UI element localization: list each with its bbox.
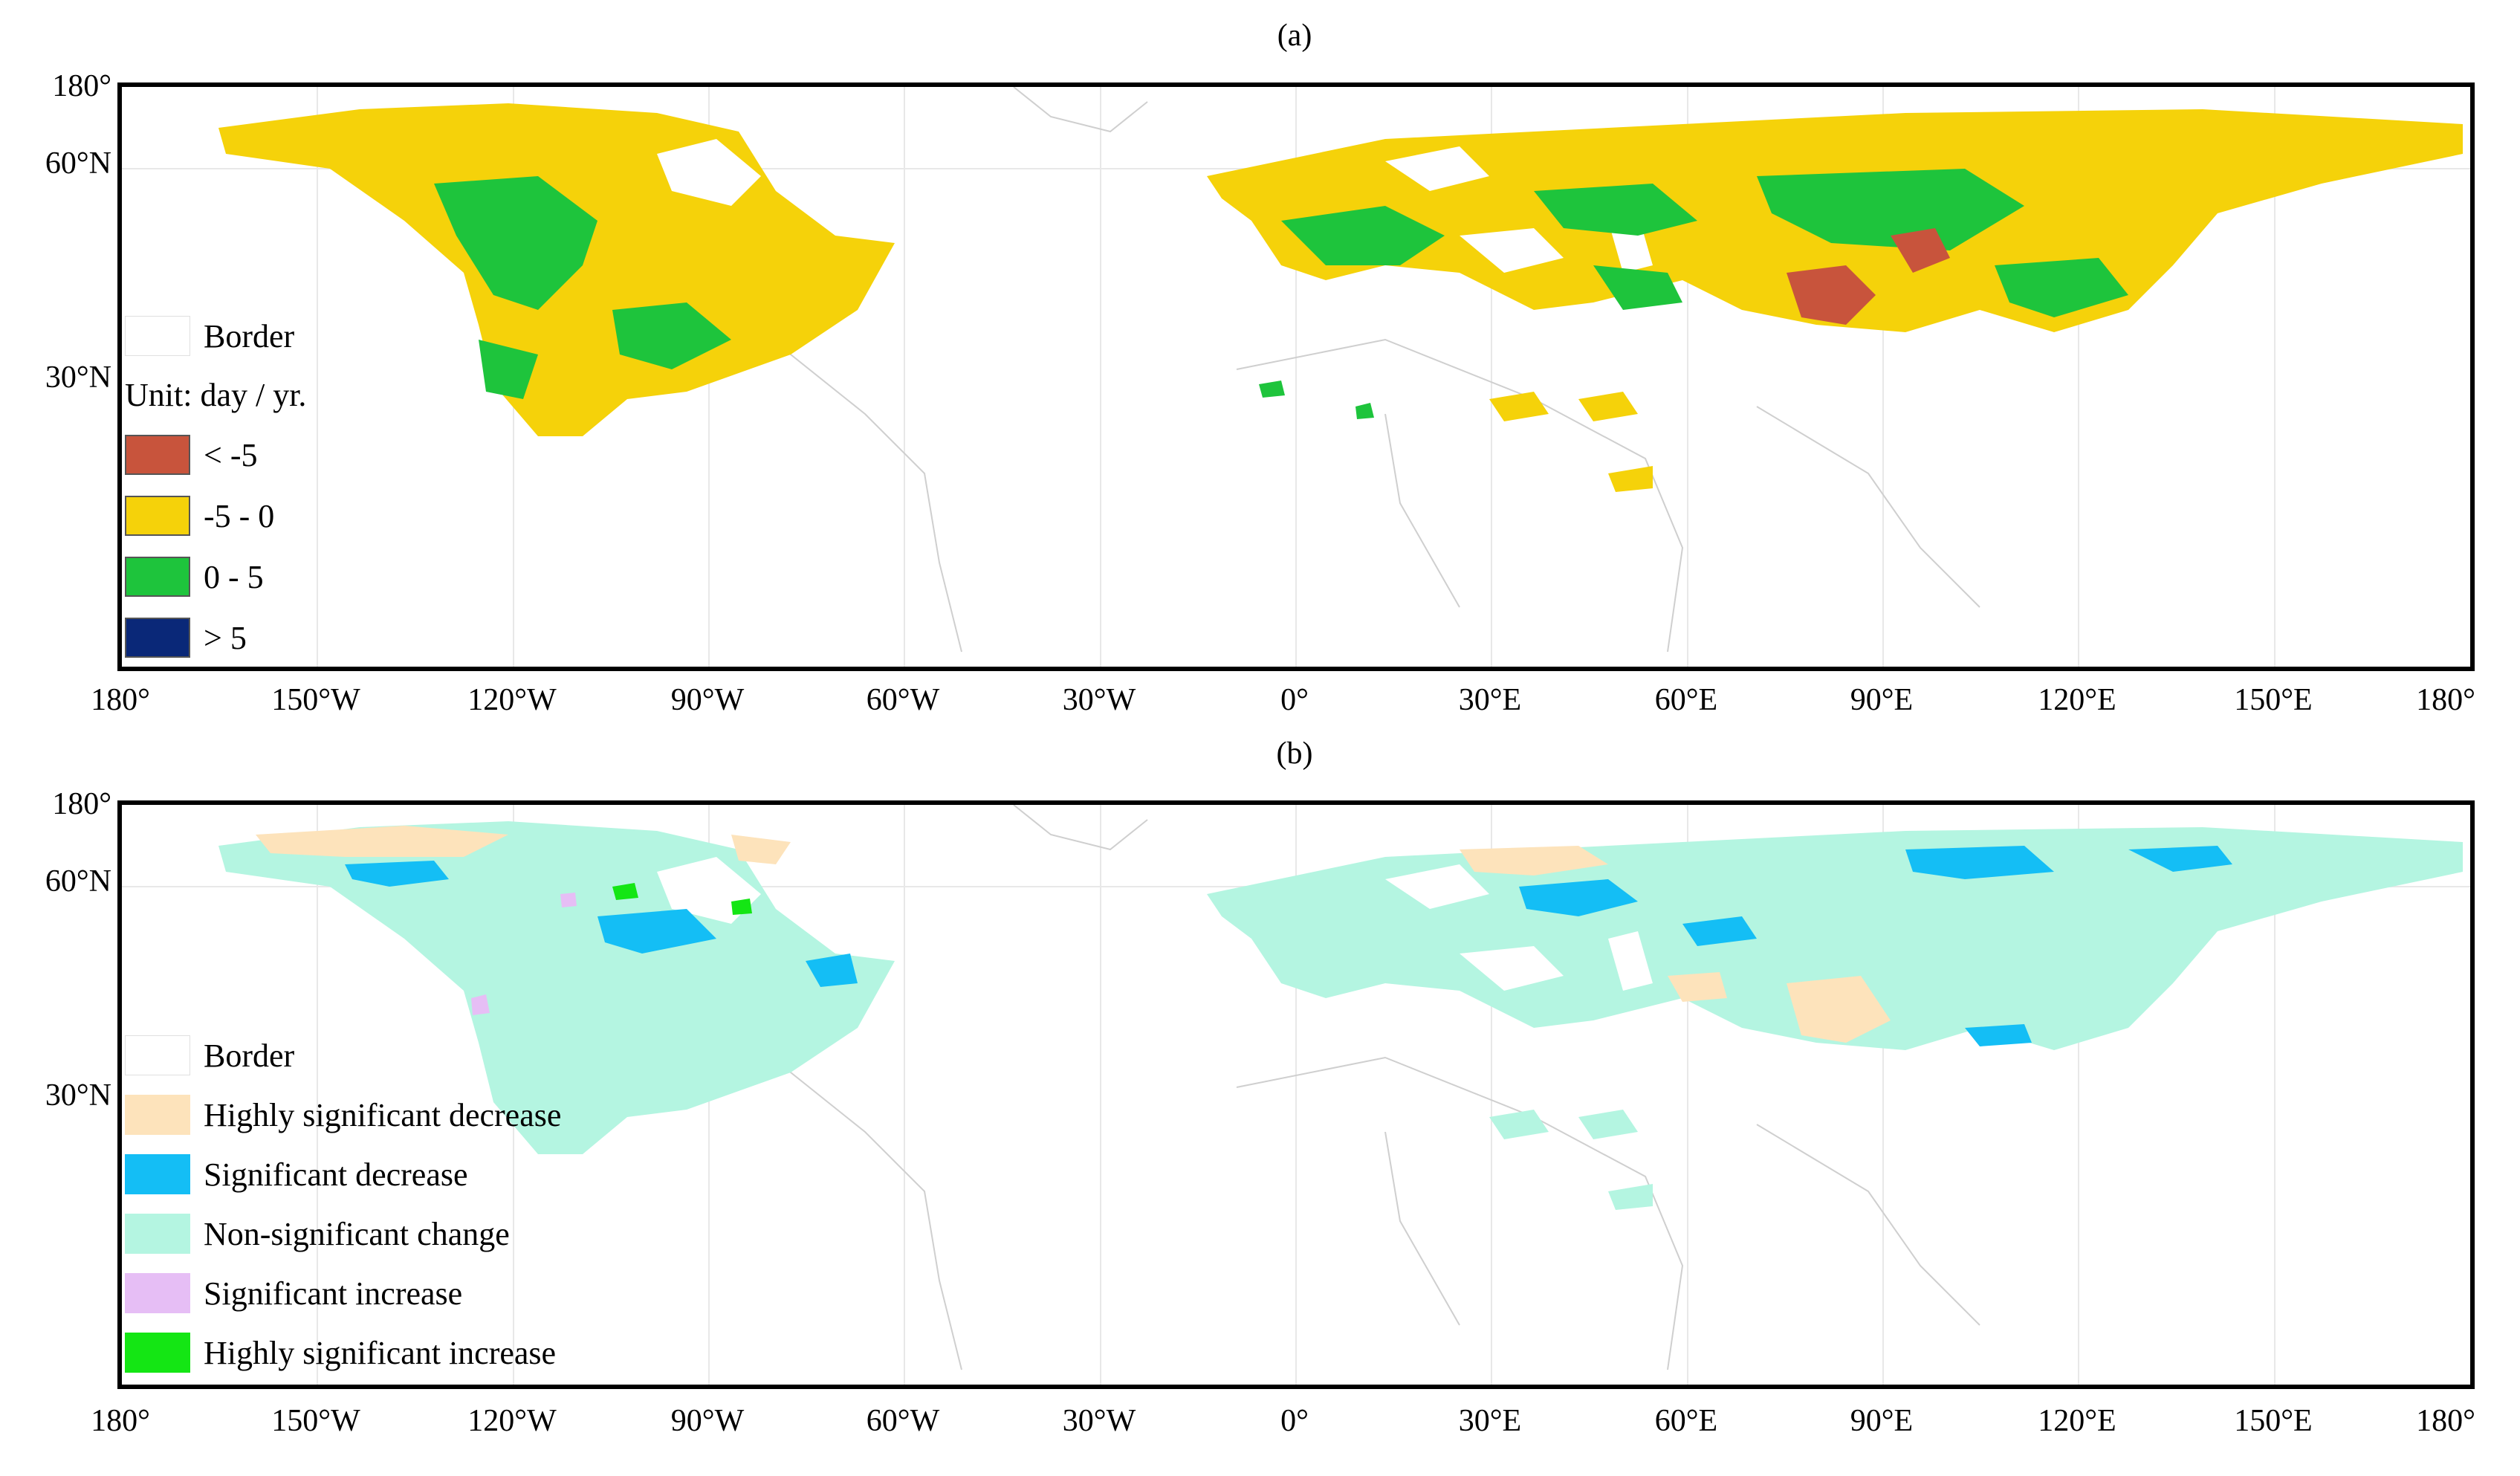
lon-a-4: 60°W <box>866 683 940 717</box>
lon-b-4: 60°W <box>866 1404 940 1438</box>
map-b-eurasia-beige <box>1460 846 1891 1043</box>
map-b-na-green <box>612 883 752 915</box>
legend-b-swatch-3 <box>125 1214 190 1254</box>
legend-a-swatch-2 <box>125 496 190 536</box>
lon-b-10: 120°E <box>2038 1404 2116 1438</box>
map-b <box>117 800 2475 1389</box>
legend-b-label-3: Non-significant change <box>204 1215 510 1252</box>
legend-b-item-4: Significant increase <box>125 1271 462 1315</box>
legend-b-item-1: Highly significant decrease <box>125 1093 561 1137</box>
lon-b-7: 30°E <box>1458 1404 1522 1438</box>
panel-b-label: (b) <box>1276 737 1313 771</box>
legend-a-label-2: -5 - 0 <box>204 497 275 534</box>
legend-a-swatch-1 <box>125 435 190 475</box>
legend-a-item-3: 0 - 5 <box>125 554 264 599</box>
lon-b-8: 60°E <box>1654 1404 1718 1438</box>
lon-a-11: 150°E <box>2234 683 2313 717</box>
lon-b-12: 180° <box>2416 1404 2475 1438</box>
legend-b-label-1: Highly significant decrease <box>204 1096 562 1133</box>
lon-a-5: 30°W <box>1062 683 1136 717</box>
legend-b-item-5: Highly significant increase <box>125 1330 556 1375</box>
map-b-na-beige <box>256 826 791 864</box>
legend-b-border-item: Border <box>125 1033 294 1078</box>
lat-label-60n-b: 60°N <box>45 864 111 899</box>
legend-b-item-3: Non-significant change <box>125 1211 510 1256</box>
legend-a-label-3: 0 - 5 <box>204 558 264 595</box>
lon-a-0: 180° <box>91 683 150 717</box>
lat-label-60n: 60°N <box>45 146 111 181</box>
lon-a-1: 150°W <box>271 683 360 717</box>
legend-b-label-5: Highly significant increase <box>204 1334 557 1371</box>
legend-b-swatch-5 <box>125 1333 190 1373</box>
map-b-na-blue <box>345 861 858 987</box>
lon-a-6: 0° <box>1280 683 1309 717</box>
legend-a-label-4: > 5 <box>204 619 247 656</box>
legend-a-border-label: Border <box>204 317 295 355</box>
lat-label-top-b: 180° <box>52 787 111 821</box>
legend-b-swatch-4 <box>125 1273 190 1313</box>
legend-a-border-swatch <box>125 316 190 356</box>
lon-b-2: 120°W <box>467 1404 557 1438</box>
legend-a-swatch-3 <box>125 557 190 597</box>
lon-b-9: 90°E <box>1850 1404 1914 1438</box>
lat-label-top: 180° <box>52 69 111 103</box>
legend-a-item-1: < -5 <box>125 433 257 477</box>
map-b-eurasia <box>1207 827 2463 1050</box>
legend-a-item-4: > 5 <box>125 615 247 660</box>
legend-b-label-2: Significant decrease <box>204 1156 468 1193</box>
lon-b-0: 180° <box>91 1404 150 1438</box>
lon-a-7: 30°E <box>1458 683 1522 717</box>
legend-a-item-2: -5 - 0 <box>125 493 274 538</box>
panel-a-label: (a) <box>1277 19 1312 53</box>
legend-a-label-1: < -5 <box>204 436 258 473</box>
lon-a-2: 120°W <box>467 683 557 717</box>
lon-a-9: 90°E <box>1850 683 1914 717</box>
map-a <box>117 82 2475 671</box>
legend-b-swatch-2 <box>125 1154 190 1194</box>
lon-b-11: 150°E <box>2234 1404 2313 1438</box>
legend-b-border-label: Border <box>204 1037 295 1074</box>
lon-a-3: 90°W <box>670 683 745 717</box>
lon-a-8: 60°E <box>1654 683 1718 717</box>
legend-b-swatch-1 <box>125 1095 190 1135</box>
lon-b-1: 150°W <box>271 1404 360 1438</box>
map-a-red <box>1787 228 1950 325</box>
lon-a-12: 180° <box>2416 683 2475 717</box>
lon-b-5: 30°W <box>1062 1404 1136 1438</box>
legend-a-swatch-4 <box>125 618 190 658</box>
map-a-eurasia-green <box>1281 169 2128 317</box>
map-b-svg <box>122 805 2470 1385</box>
map-a-svg <box>122 87 2470 667</box>
lat-label-30n: 30°N <box>45 360 111 395</box>
lon-a-10: 120°E <box>2038 683 2116 717</box>
lat-label-30n-b: 30°N <box>45 1078 111 1113</box>
map-b-eurasia-blue <box>1519 846 2232 1046</box>
legend-b-border-swatch <box>125 1035 190 1075</box>
legend-a-border-item: Border <box>125 314 294 358</box>
map-a-na-green <box>434 176 731 399</box>
legend-a-unit: Unit: day / yr. <box>125 377 307 413</box>
map-b-na-purple <box>471 893 577 1015</box>
lon-b-3: 90°W <box>670 1404 745 1438</box>
lon-b-6: 0° <box>1280 1404 1309 1438</box>
legend-b-label-4: Significant increase <box>204 1275 463 1312</box>
legend-b-item-2: Significant decrease <box>125 1152 468 1197</box>
